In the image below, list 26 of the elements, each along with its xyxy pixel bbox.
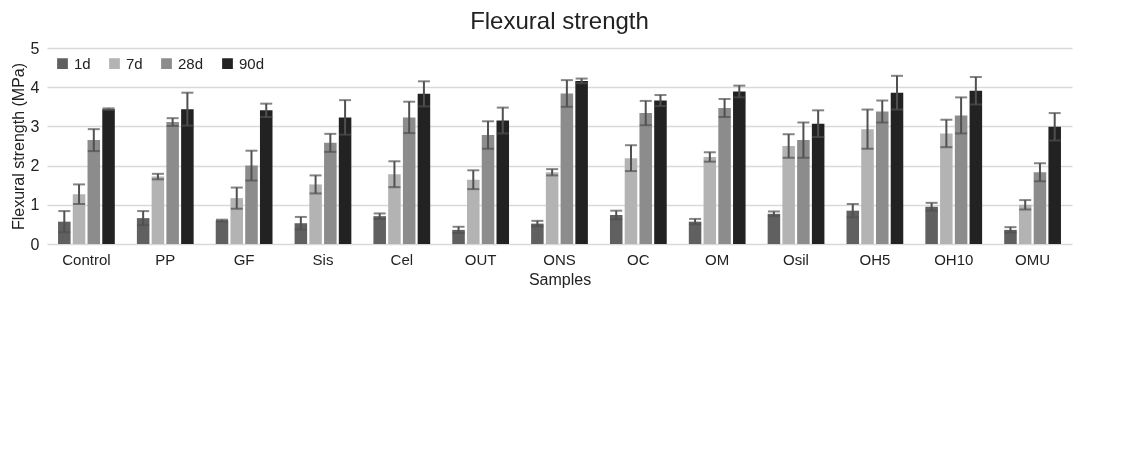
x-tick-label: OMU: [1015, 250, 1051, 268]
x-tick-label: Osil: [783, 250, 809, 268]
x-tick-label: Cel: [390, 250, 414, 268]
y-axis-title: Flexural strength (MPa): [9, 62, 27, 231]
chart-title: Flexural strength: [470, 7, 649, 34]
y-tick-label: 4: [30, 78, 40, 96]
legend-label: 7d: [126, 54, 143, 72]
x-tick-label: OC: [627, 250, 650, 268]
x-tick-label: Control: [62, 250, 111, 268]
y-tick-label: 3: [30, 117, 40, 135]
y-tick-label: 5: [30, 39, 40, 57]
y-tick-label: 1: [30, 196, 40, 214]
x-tick-label: OM: [705, 250, 730, 268]
x-tick-label: OH5: [859, 250, 891, 268]
x-tick-label: PP: [155, 250, 176, 268]
y-tick-label: 0: [30, 235, 40, 253]
y-tick-label: 2: [30, 157, 40, 175]
x-axis-title: Samples: [528, 270, 592, 288]
legend-label: 90d: [239, 54, 265, 72]
legend-label: 1d: [74, 54, 91, 72]
legend-label: 28d: [178, 54, 204, 72]
x-tick-label: GF: [233, 250, 255, 268]
x-tick-label: OH10: [934, 250, 974, 268]
x-tick-label: Sis: [312, 250, 334, 268]
x-tick-label: ONS: [543, 250, 576, 268]
x-tick-label: OUT: [464, 250, 497, 268]
